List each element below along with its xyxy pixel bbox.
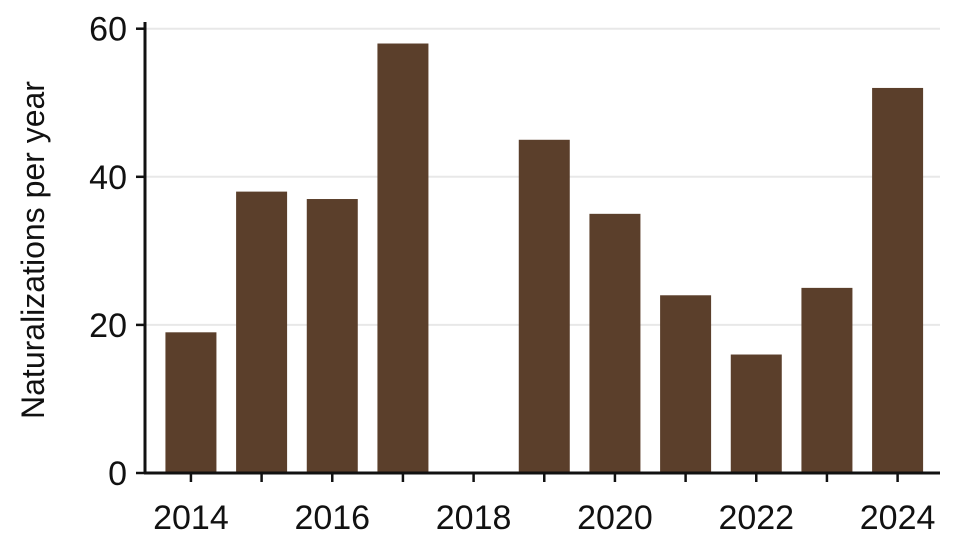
x-tick-label-2024: 2024 (860, 499, 936, 537)
y-tick-label-40: 40 (89, 159, 127, 197)
x-tick-label-2016: 2016 (294, 499, 370, 537)
axes (143, 22, 940, 475)
bar-2024 (872, 87, 924, 474)
bar-2017 (377, 43, 429, 474)
bar-2014 (165, 332, 217, 473)
bar-2020 (589, 213, 641, 473)
x-tick-label-2018: 2018 (436, 499, 512, 537)
bar-2023 (801, 287, 853, 473)
bar-2022 (730, 354, 782, 473)
bar-2015 (236, 191, 288, 473)
ticks: 0 20 40 60 2014 2016 2018 2020 2022 2024 (89, 11, 935, 537)
x-tick-label-2020: 2020 (577, 499, 653, 537)
bar-2019 (518, 139, 570, 473)
y-tick-label-20: 20 (89, 307, 127, 345)
y-axis-title: Naturalizations per year (15, 81, 51, 419)
x-tick-label-2022: 2022 (718, 499, 794, 537)
bar-2016 (306, 199, 358, 473)
y-tick-label-60: 60 (89, 11, 127, 49)
bars (165, 43, 924, 474)
bar-2021 (660, 295, 712, 473)
x-tick-label-2014: 2014 (153, 499, 229, 537)
y-tick-label-0: 0 (108, 455, 127, 493)
